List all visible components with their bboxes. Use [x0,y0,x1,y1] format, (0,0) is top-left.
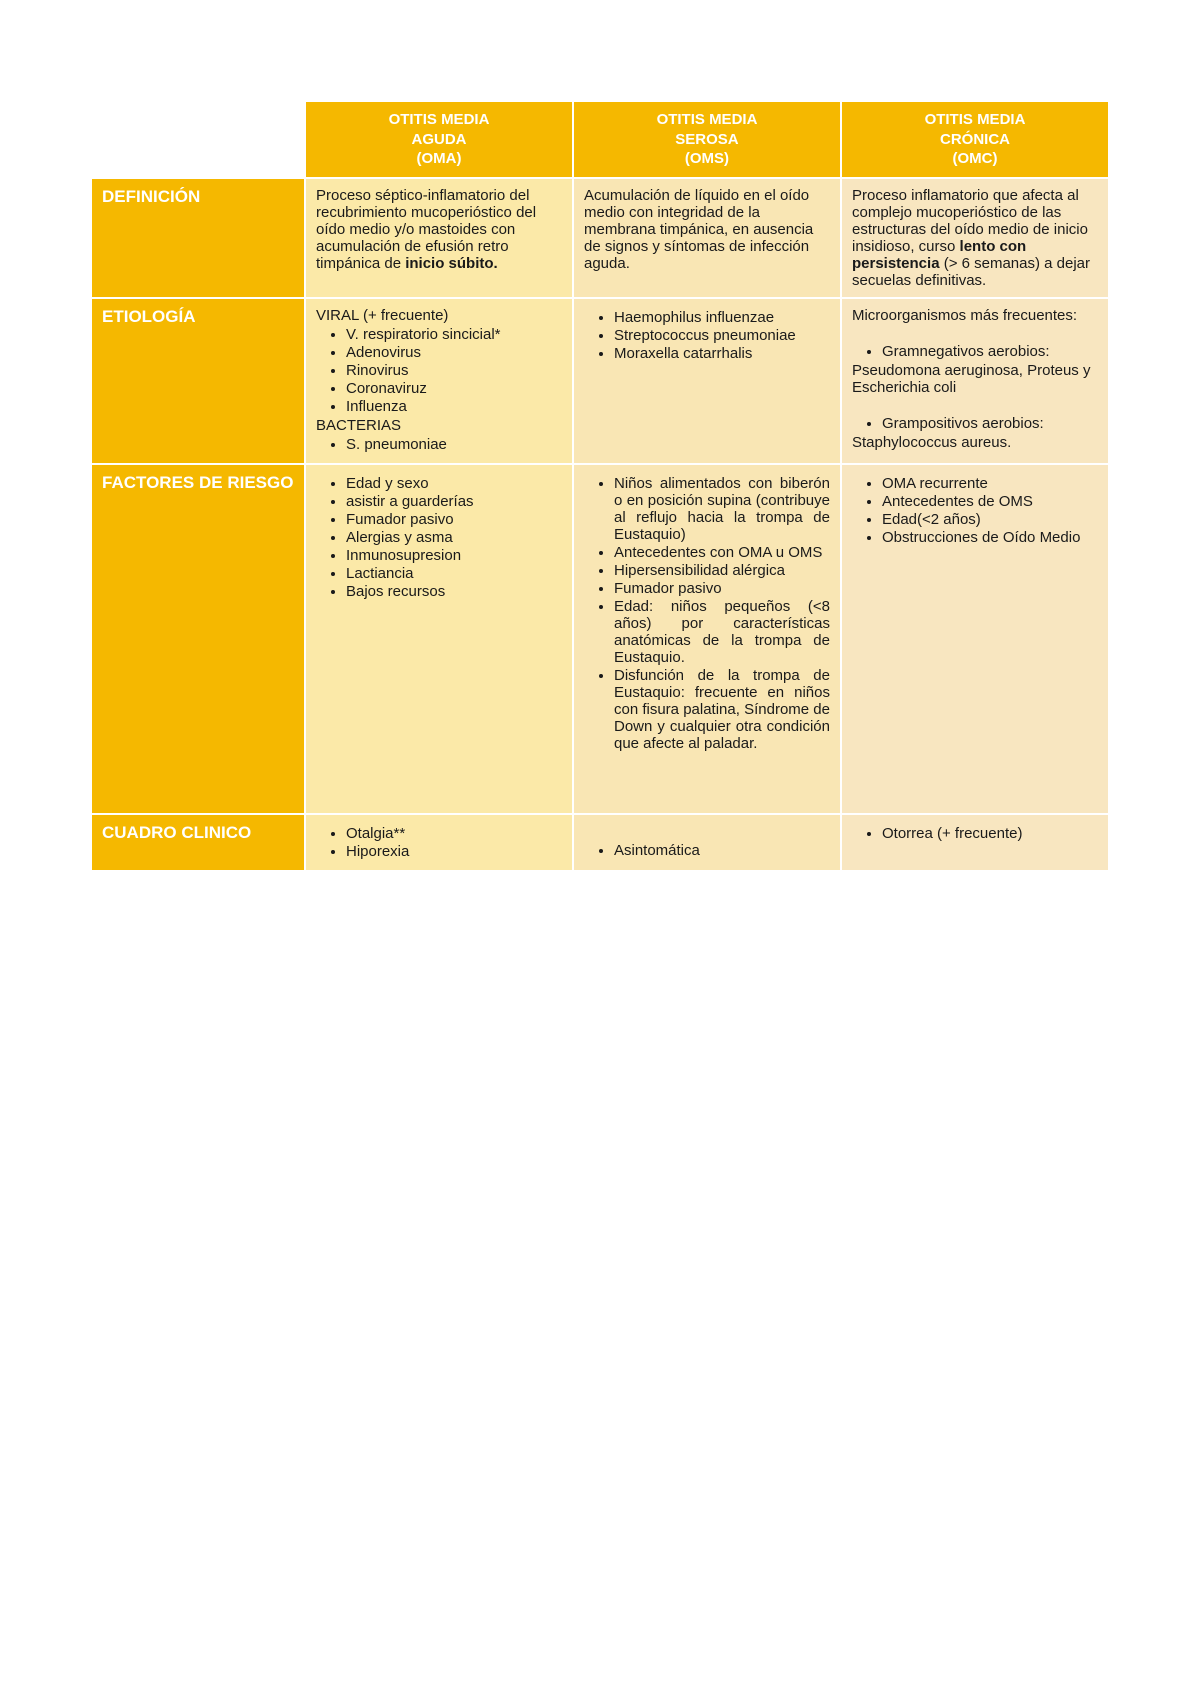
cell-cuadro-oms: Asintomática [573,814,841,871]
etio-oms-list: Haemophilus influenzaeStreptococcus pneu… [584,309,830,362]
fact-oma-list: Edad y sexoasistir a guarderíasFumador p… [316,475,562,600]
header-oms-l3: (OMS) [685,150,729,167]
def-oma-bold: inicio súbito. [405,255,498,272]
table-header-row: OTITIS MEDIA AGUDA (OMA) OTITIS MEDIA SE… [91,101,1109,178]
etio-omc-gp-label: Grampositivos aerobios: [882,415,1098,432]
header-oma-l2: AGUDA [411,131,466,148]
list-item: Asintomática [614,842,830,859]
header-omc-l2: CRÓNICA [940,131,1010,148]
etio-oma-viral-head: VIRAL (+ frecuente) [316,307,562,324]
list-item: Obstrucciones de Oído Medio [882,529,1098,546]
etio-oma-bact-head: BACTERIAS [316,417,562,434]
list-item: Haemophilus influenzae [614,309,830,326]
list-item: Antecedentes de OMS [882,493,1098,510]
header-oms-l2: SEROSA [675,131,738,148]
list-item: asistir a guarderías [346,493,562,510]
list-item: Disfunción de la trompa de Eustaquio: fr… [614,667,830,752]
fact-omc-list: OMA recurrenteAntecedentes de OMSEdad(<2… [852,475,1098,546]
cuadro-oma-list: Otalgia**Hiporexia [316,825,562,860]
list-item: Otorrea (+ frecuente) [882,825,1098,842]
cell-definicion-oma: Proceso séptico-inflamatorio del recubri… [305,178,573,298]
cell-cuadro-oma: Otalgia**Hiporexia [305,814,573,871]
header-oms-l1: OTITIS MEDIA [657,111,758,128]
row-definicion: DEFINICIÓN Proceso séptico-inflamatorio … [91,178,1109,298]
etio-omc-head: Microorganismos más frecuentes: [852,307,1098,324]
header-oma-l3: (OMA) [416,150,461,167]
cell-etiologia-omc: Microorganismos más frecuentes: Gramnega… [841,298,1109,464]
list-item: OMA recurrente [882,475,1098,492]
header-omc-l1: OTITIS MEDIA [925,111,1026,128]
label-cuadro: CUADRO CLINICO [91,814,305,871]
etio-omc-gp-text: Staphylococcus aureus. [852,434,1098,451]
cell-definicion-omc: Proceso inflamatorio que afecta al compl… [841,178,1109,298]
label-factores: FACTORES DE RIESGO [91,464,305,814]
cell-etiologia-oma: VIRAL (+ frecuente) V. respiratorio sinc… [305,298,573,464]
list-item: Streptococcus pneumoniae [614,327,830,344]
list-item: Lactiancia [346,565,562,582]
cuadro-omc-list: Otorrea (+ frecuente) [852,825,1098,842]
list-item: S. pneumoniae [346,436,562,453]
label-definicion: DEFINICIÓN [91,178,305,298]
list-item: Fumador pasivo [614,580,830,597]
fact-oms-list: Niños alimentados con biberón o en posic… [584,475,830,752]
list-item: Rinovirus [346,362,562,379]
row-factores: FACTORES DE RIESGO Edad y sexoasistir a … [91,464,1109,814]
header-empty [91,101,305,178]
row-cuadro: CUADRO CLINICO Otalgia**Hiporexia Asinto… [91,814,1109,871]
etio-omc-gn-text: Pseudomona aeruginosa, Proteus y Escheri… [852,362,1098,396]
list-item: V. respiratorio sincicial* [346,326,562,343]
cell-factores-oma: Edad y sexoasistir a guarderíasFumador p… [305,464,573,814]
list-item: Hiporexia [346,843,562,860]
etio-oma-bact-list: S. pneumoniae [316,436,562,453]
cell-factores-omc: OMA recurrenteAntecedentes de OMSEdad(<2… [841,464,1109,814]
etio-omc-gn-label: Gramnegativos aerobios: [882,343,1098,360]
list-item: Edad(<2 años) [882,511,1098,528]
etio-omc-gn-list: Gramnegativos aerobios: [852,343,1098,360]
header-omc-l3: (OMC) [952,150,997,167]
row-etiologia: ETIOLOGÍA VIRAL (+ frecuente) V. respira… [91,298,1109,464]
list-item: Antecedentes con OMA u OMS [614,544,830,561]
etio-omc-gp-list: Grampositivos aerobios: [852,415,1098,432]
list-item: Adenovirus [346,344,562,361]
list-item: Alergias y asma [346,529,562,546]
cell-etiologia-oms: Haemophilus influenzaeStreptococcus pneu… [573,298,841,464]
list-item: Moraxella catarrhalis [614,345,830,362]
cell-definicion-oms: Acumulación de líquido en el oído medio … [573,178,841,298]
list-item: Bajos recursos [346,583,562,600]
list-item: Edad: niños pequeños (<8 años) por carac… [614,598,830,666]
list-item: Inmunosupresion [346,547,562,564]
list-item: Hipersensibilidad alérgica [614,562,830,579]
list-item: Coronaviruz [346,380,562,397]
cell-cuadro-omc: Otorrea (+ frecuente) [841,814,1109,871]
label-etiologia: ETIOLOGÍA [91,298,305,464]
list-item: Niños alimentados con biberón o en posic… [614,475,830,543]
cuadro-oms-list: Asintomática [584,842,830,859]
header-oms: OTITIS MEDIA SEROSA (OMS) [573,101,841,178]
header-oma: OTITIS MEDIA AGUDA (OMA) [305,101,573,178]
list-item: Influenza [346,398,562,415]
header-omc: OTITIS MEDIA CRÓNICA (OMC) [841,101,1109,178]
cell-factores-oms: Niños alimentados con biberón o en posic… [573,464,841,814]
header-oma-l1: OTITIS MEDIA [389,111,490,128]
list-item: Edad y sexo [346,475,562,492]
otitis-comparison-table: OTITIS MEDIA AGUDA (OMA) OTITIS MEDIA SE… [90,100,1110,872]
etio-oma-viral-list: V. respiratorio sincicial*AdenovirusRino… [316,326,562,415]
list-item: Otalgia** [346,825,562,842]
list-item: Fumador pasivo [346,511,562,528]
